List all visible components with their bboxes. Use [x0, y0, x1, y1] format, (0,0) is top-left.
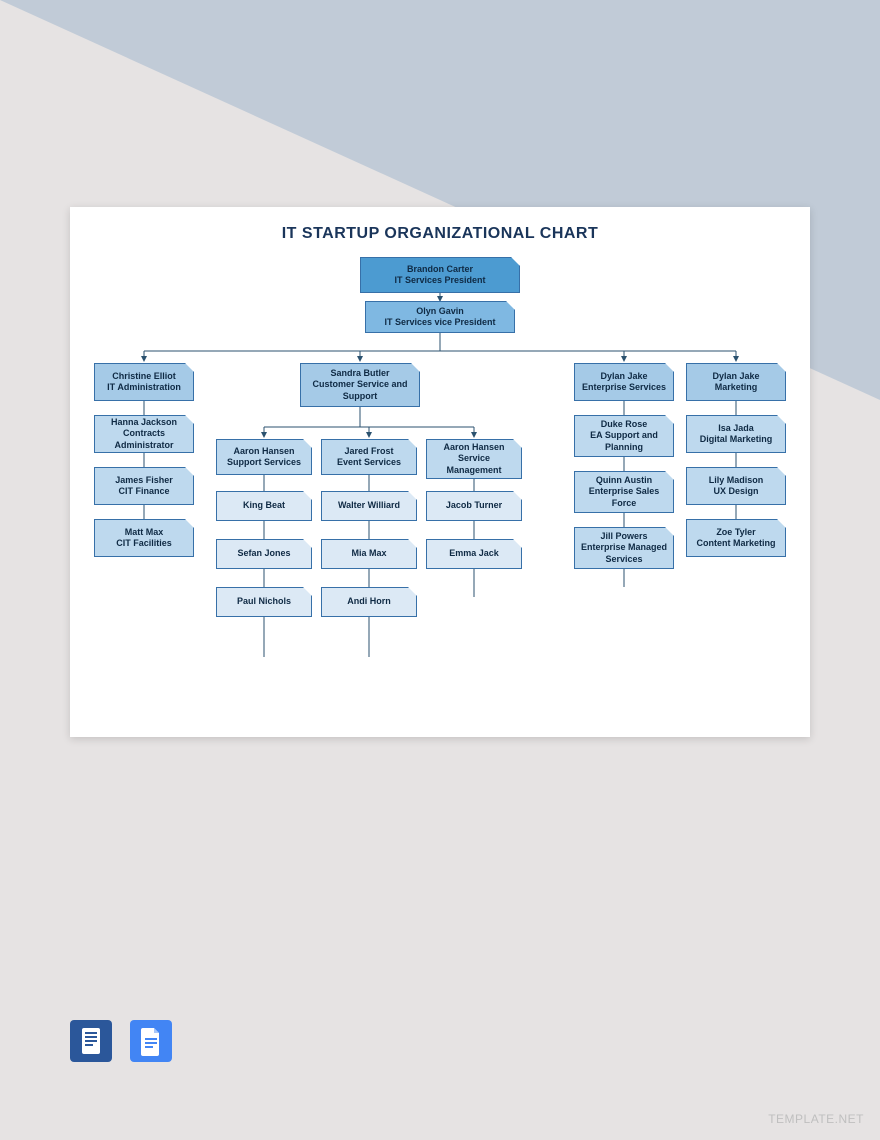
- node-name: Dylan Jake: [600, 371, 647, 382]
- node-branch3-child2: Jill Powers Enterprise Managed Services: [574, 527, 674, 569]
- node-name: Jared Frost: [344, 446, 393, 457]
- node-role: Support Services: [227, 457, 301, 468]
- node-role: CIT Finance: [118, 486, 169, 497]
- node-branch2-sub2: Aaron Hansen Service Management: [426, 439, 522, 479]
- node-role: Contracts Administrator: [99, 428, 189, 451]
- node-role: Enterprise Services: [582, 382, 666, 393]
- node-name: Mia Max: [351, 548, 386, 559]
- org-chart: Brandon Carter IT Services President Oly…: [84, 257, 796, 717]
- node-leaf: Sefan Jones: [216, 539, 312, 569]
- node-role: Service Management: [431, 453, 517, 476]
- node-branch1-child2: Matt Max CIT Facilities: [94, 519, 194, 557]
- node-branch1-child0: Hanna Jackson Contracts Administrator: [94, 415, 194, 453]
- node-leaf: Jacob Turner: [426, 491, 522, 521]
- node-branch2-head: Sandra Butler Customer Service and Suppo…: [300, 363, 420, 407]
- node-branch2-sub0: Aaron Hansen Support Services: [216, 439, 312, 475]
- node-name: Andi Horn: [347, 596, 391, 607]
- node-branch1-head: Christine Elliot IT Administration: [94, 363, 194, 401]
- node-leaf: King Beat: [216, 491, 312, 521]
- node-leaf: Andi Horn: [321, 587, 417, 617]
- node-name: Emma Jack: [449, 548, 499, 559]
- node-name: Duke Rose: [601, 419, 648, 430]
- chart-title: IT STARTUP ORGANIZATIONAL CHART: [84, 225, 796, 243]
- word-icon: [70, 1020, 112, 1062]
- node-name: Olyn Gavin: [416, 306, 464, 317]
- node-role: IT Services vice President: [384, 317, 495, 328]
- watermark: TEMPLATE.NET: [768, 1112, 864, 1126]
- node-role: Customer Service and Support: [305, 379, 415, 402]
- node-name: Zoe Tyler: [716, 527, 755, 538]
- node-branch2-sub1: Jared Frost Event Services: [321, 439, 417, 475]
- node-name: King Beat: [243, 500, 285, 511]
- node-branch4-child2: Zoe Tyler Content Marketing: [686, 519, 786, 557]
- node-leaf: Paul Nichols: [216, 587, 312, 617]
- node-name: Matt Max: [125, 527, 164, 538]
- node-name: Isa Jada: [718, 423, 754, 434]
- node-role: Content Marketing: [696, 538, 775, 549]
- node-role: Event Services: [337, 457, 401, 468]
- node-president: Brandon Carter IT Services President: [360, 257, 520, 293]
- node-leaf: Walter Williard: [321, 491, 417, 521]
- node-name: James Fisher: [115, 475, 173, 486]
- node-branch4-child0: Isa Jada Digital Marketing: [686, 415, 786, 453]
- node-branch3-head: Dylan Jake Enterprise Services: [574, 363, 674, 401]
- node-role: Marketing: [715, 382, 758, 393]
- node-vp: Olyn Gavin IT Services vice President: [365, 301, 515, 333]
- node-name: Lily Madison: [709, 475, 764, 486]
- format-icons: [70, 1020, 172, 1062]
- node-role: UX Design: [713, 486, 758, 497]
- node-role: Enterprise Managed Services: [579, 542, 669, 565]
- node-name: Hanna Jackson: [111, 417, 177, 428]
- node-role: IT Services President: [394, 275, 485, 286]
- chart-card: IT STARTUP ORGANIZATIONAL CHART: [70, 207, 810, 737]
- node-role: EA Support and Planning: [579, 430, 669, 453]
- node-name: Aaron Hansen: [233, 446, 294, 457]
- node-branch4-child1: Lily Madison UX Design: [686, 467, 786, 505]
- node-leaf: Mia Max: [321, 539, 417, 569]
- canvas: IT STARTUP ORGANIZATIONAL CHART: [0, 0, 880, 1140]
- node-name: Dylan Jake: [712, 371, 759, 382]
- node-name: Sandra Butler: [330, 368, 389, 379]
- node-role: CIT Facilities: [116, 538, 172, 549]
- node-role: Digital Marketing: [700, 434, 773, 445]
- node-branch4-head: Dylan Jake Marketing: [686, 363, 786, 401]
- gdocs-icon: [130, 1020, 172, 1062]
- node-branch3-child0: Duke Rose EA Support and Planning: [574, 415, 674, 457]
- node-role: IT Administration: [107, 382, 181, 393]
- node-name: Walter Williard: [338, 500, 400, 511]
- node-name: Jill Powers: [600, 531, 647, 542]
- node-name: Quinn Austin: [596, 475, 652, 486]
- node-name: Sefan Jones: [237, 548, 290, 559]
- node-branch3-child1: Quinn Austin Enterprise Sales Force: [574, 471, 674, 513]
- node-role: Enterprise Sales Force: [579, 486, 669, 509]
- node-branch1-child1: James Fisher CIT Finance: [94, 467, 194, 505]
- node-name: Brandon Carter: [407, 264, 473, 275]
- node-name: Jacob Turner: [446, 500, 502, 511]
- node-name: Christine Elliot: [112, 371, 176, 382]
- node-name: Aaron Hansen: [443, 442, 504, 453]
- node-name: Paul Nichols: [237, 596, 291, 607]
- node-leaf: Emma Jack: [426, 539, 522, 569]
